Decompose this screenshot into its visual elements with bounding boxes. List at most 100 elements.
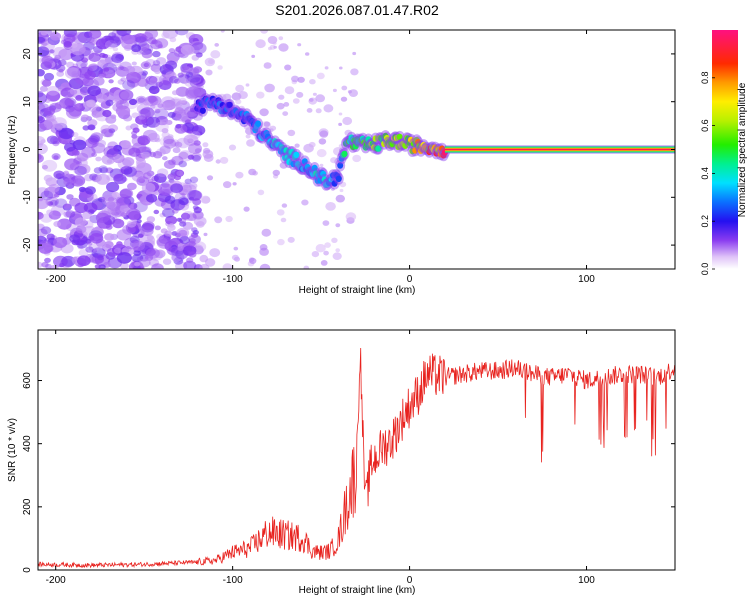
speckle (235, 171, 244, 179)
speckle (338, 112, 343, 116)
y-tick-label: 10 (22, 96, 33, 108)
speckle (174, 141, 183, 148)
colorbar-tick-label: 0.6 (700, 119, 710, 132)
speckle (141, 50, 153, 59)
y-tick-label: 600 (22, 372, 33, 389)
speckle (156, 237, 168, 247)
colorbar-tick-label: 0.2 (700, 215, 710, 228)
spectrogram-data (38, 30, 675, 269)
speckle (174, 169, 185, 177)
speckle (148, 85, 160, 95)
speckle (46, 90, 61, 102)
speckle (44, 257, 51, 263)
speckle (284, 64, 292, 71)
speckle (149, 151, 157, 158)
speckle (278, 36, 284, 41)
speckle (137, 97, 146, 103)
speckle (170, 246, 179, 253)
speckle (74, 103, 82, 110)
speckle (40, 30, 48, 36)
speckle (190, 131, 201, 139)
speckle (222, 93, 232, 102)
speckle (83, 202, 98, 213)
speckle (69, 234, 81, 243)
speckle (186, 257, 194, 264)
speckle (311, 251, 320, 258)
speckle (154, 225, 161, 231)
speckle (297, 43, 302, 47)
speckle (245, 134, 251, 139)
spectrogram-x-label: Height of straight line (km) (299, 285, 416, 296)
speckle (131, 61, 137, 66)
speckle (41, 55, 54, 65)
ridge-point (352, 142, 359, 150)
speckle (40, 139, 46, 144)
speckle (214, 43, 219, 47)
speckle (142, 221, 155, 231)
speckle (41, 159, 58, 172)
speckle (38, 92, 47, 105)
speckle (38, 228, 48, 237)
speckle (161, 32, 170, 39)
speckle (192, 210, 204, 220)
speckle (93, 167, 103, 174)
speckle (180, 44, 195, 56)
speckle (287, 236, 295, 243)
speckle (181, 211, 195, 221)
speckle (148, 178, 154, 183)
speckle (82, 211, 92, 220)
speckle (117, 158, 132, 170)
speckle (278, 43, 289, 52)
speckle (144, 30, 159, 39)
x-tick-label: -200 (46, 274, 66, 285)
speckle (335, 223, 341, 228)
speckle (106, 181, 120, 193)
speckle (214, 216, 223, 224)
speckle (38, 154, 42, 160)
speckle (316, 149, 327, 158)
speckle (104, 241, 114, 249)
speckle (53, 221, 62, 227)
ridge-point (311, 164, 318, 172)
speckle (113, 247, 122, 254)
speckle (138, 43, 154, 55)
speckle (297, 76, 305, 83)
speckle (103, 145, 119, 158)
snr-frame (37, 329, 676, 571)
speckle (63, 178, 74, 186)
speckle (151, 263, 164, 269)
speckle (322, 220, 330, 226)
speckle (161, 128, 169, 134)
speckle (129, 212, 140, 220)
speckle (209, 248, 221, 258)
speckle (269, 125, 277, 131)
speckle (93, 77, 105, 86)
speckle (145, 248, 160, 259)
speckle (38, 197, 44, 202)
speckle (316, 72, 325, 80)
speckle (97, 241, 107, 249)
speckle (155, 121, 169, 132)
speckle (168, 159, 176, 166)
speckle (188, 190, 203, 201)
speckle (339, 188, 344, 193)
speckle (342, 116, 353, 126)
y-tick-label: 20 (22, 48, 33, 60)
speckle (116, 241, 123, 247)
speckle (43, 106, 55, 116)
speckle (95, 173, 110, 185)
speckle (149, 75, 164, 87)
speckle (245, 127, 255, 135)
speckle (263, 121, 271, 127)
speckle (76, 59, 88, 69)
x-tick-label: 100 (578, 274, 595, 285)
speckle (126, 71, 142, 84)
speckle (76, 240, 88, 249)
speckle (195, 221, 205, 228)
ridge-point (389, 140, 396, 148)
speckle (64, 67, 81, 80)
speckle (164, 230, 173, 237)
speckle (134, 33, 147, 43)
speckle (272, 41, 277, 45)
